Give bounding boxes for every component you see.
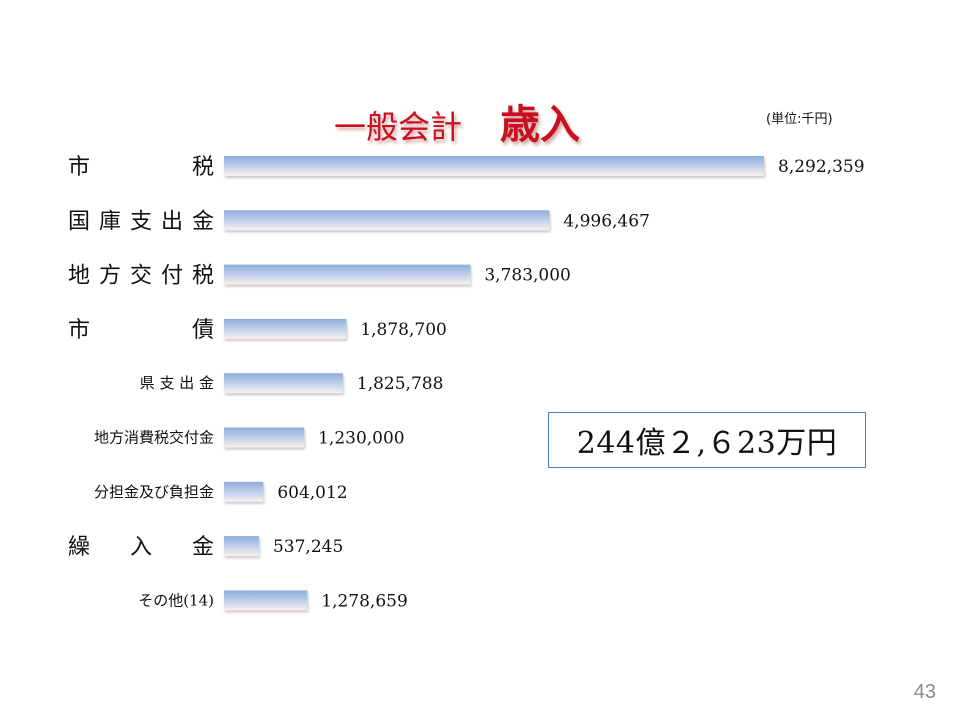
value-label-5: 1,230,000 (318, 429, 405, 449)
bar-1 (224, 210, 550, 231)
category-label-8: その他(14) (138, 591, 214, 609)
category-label-1: 国庫支出金 (68, 209, 214, 234)
value-label-8: 1,278,659 (321, 591, 408, 611)
value-label-7: 537,245 (273, 537, 343, 557)
value-label-4: 1,825,788 (357, 374, 444, 394)
value-label-1: 4,996,467 (563, 211, 650, 231)
category-label-6: 分担金及び負担金 (94, 483, 214, 501)
bar-0 (224, 156, 764, 176)
bar-7 (224, 536, 259, 557)
bar-5 (224, 427, 305, 448)
bar-8 (224, 590, 308, 611)
bar-2 (224, 264, 471, 285)
value-label-0: 8,292,359 (778, 157, 865, 177)
category-label-5: 地方消費税交付金 (94, 429, 214, 447)
category-label-2: 地方交付税 (68, 264, 214, 289)
bar-6 (224, 481, 264, 502)
category-label-4: 県 支 出 金 (140, 374, 214, 392)
category-label-0: 市 税 (68, 155, 214, 180)
value-label-2: 3,783,000 (484, 266, 571, 286)
chart-title: 一般会計 歳入 (334, 92, 580, 148)
title-main: 一般会計 (334, 108, 463, 146)
unit-label: (単位:千円) (766, 112, 833, 127)
bar-4 (224, 373, 343, 394)
value-label-3: 1,878,700 (360, 320, 447, 340)
title-sub: 歳入 (500, 102, 581, 148)
bar-3 (224, 318, 347, 339)
category-label-7: 繰 入 金 (68, 535, 214, 560)
total-revenue-box: 244億２,６23万円 (548, 412, 866, 468)
category-label-3: 市 債 (68, 318, 214, 343)
value-label-6: 604,012 (277, 483, 347, 503)
page-number: 43 (913, 681, 936, 703)
